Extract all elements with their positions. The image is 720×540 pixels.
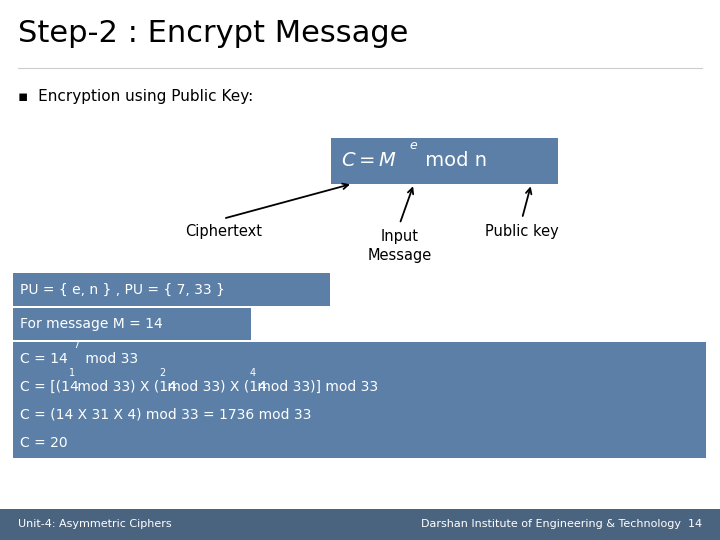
FancyBboxPatch shape	[331, 138, 558, 184]
Text: C = 14: C = 14	[20, 352, 68, 366]
Text: 1: 1	[69, 368, 76, 378]
Text: 4: 4	[249, 368, 256, 378]
FancyBboxPatch shape	[13, 342, 706, 458]
Text: C = (14 X 31 X 4) mod 33 = 1736 mod 33: C = (14 X 31 X 4) mod 33 = 1736 mod 33	[20, 408, 312, 422]
Text: Input
Message: Input Message	[367, 230, 432, 263]
FancyBboxPatch shape	[13, 308, 251, 340]
Text: Darshan Institute of Engineering & Technology  14: Darshan Institute of Engineering & Techn…	[421, 519, 702, 529]
Text: C = 20: C = 20	[20, 436, 68, 450]
Text: Ciphertext: Ciphertext	[185, 224, 261, 239]
FancyBboxPatch shape	[13, 273, 330, 306]
Text: ▪  Encryption using Public Key:: ▪ Encryption using Public Key:	[18, 89, 253, 104]
Text: 7: 7	[73, 340, 79, 350]
Text: mod n: mod n	[419, 151, 487, 170]
Text: C = [(14: C = [(14	[20, 380, 79, 394]
Text: Step-2 : Encrypt Message: Step-2 : Encrypt Message	[18, 19, 408, 48]
Text: Public key: Public key	[485, 224, 559, 239]
Text: mod 33)] mod 33: mod 33)] mod 33	[253, 380, 379, 394]
Text: mod 33: mod 33	[81, 352, 138, 366]
Text: For message M = 14: For message M = 14	[20, 317, 163, 331]
Text: Unit-4: Asymmetric Ciphers: Unit-4: Asymmetric Ciphers	[18, 519, 171, 529]
Text: 2: 2	[159, 368, 166, 378]
Text: PU = { e, n } , PU = { 7, 33 }: PU = { e, n } , PU = { 7, 33 }	[20, 282, 225, 296]
Text: $C = M$: $C = M$	[341, 151, 397, 170]
Text: mod 33) X (14: mod 33) X (14	[163, 380, 267, 394]
Text: mod 33) X (14: mod 33) X (14	[73, 380, 177, 394]
Text: $e$: $e$	[409, 139, 418, 152]
FancyBboxPatch shape	[0, 509, 720, 540]
